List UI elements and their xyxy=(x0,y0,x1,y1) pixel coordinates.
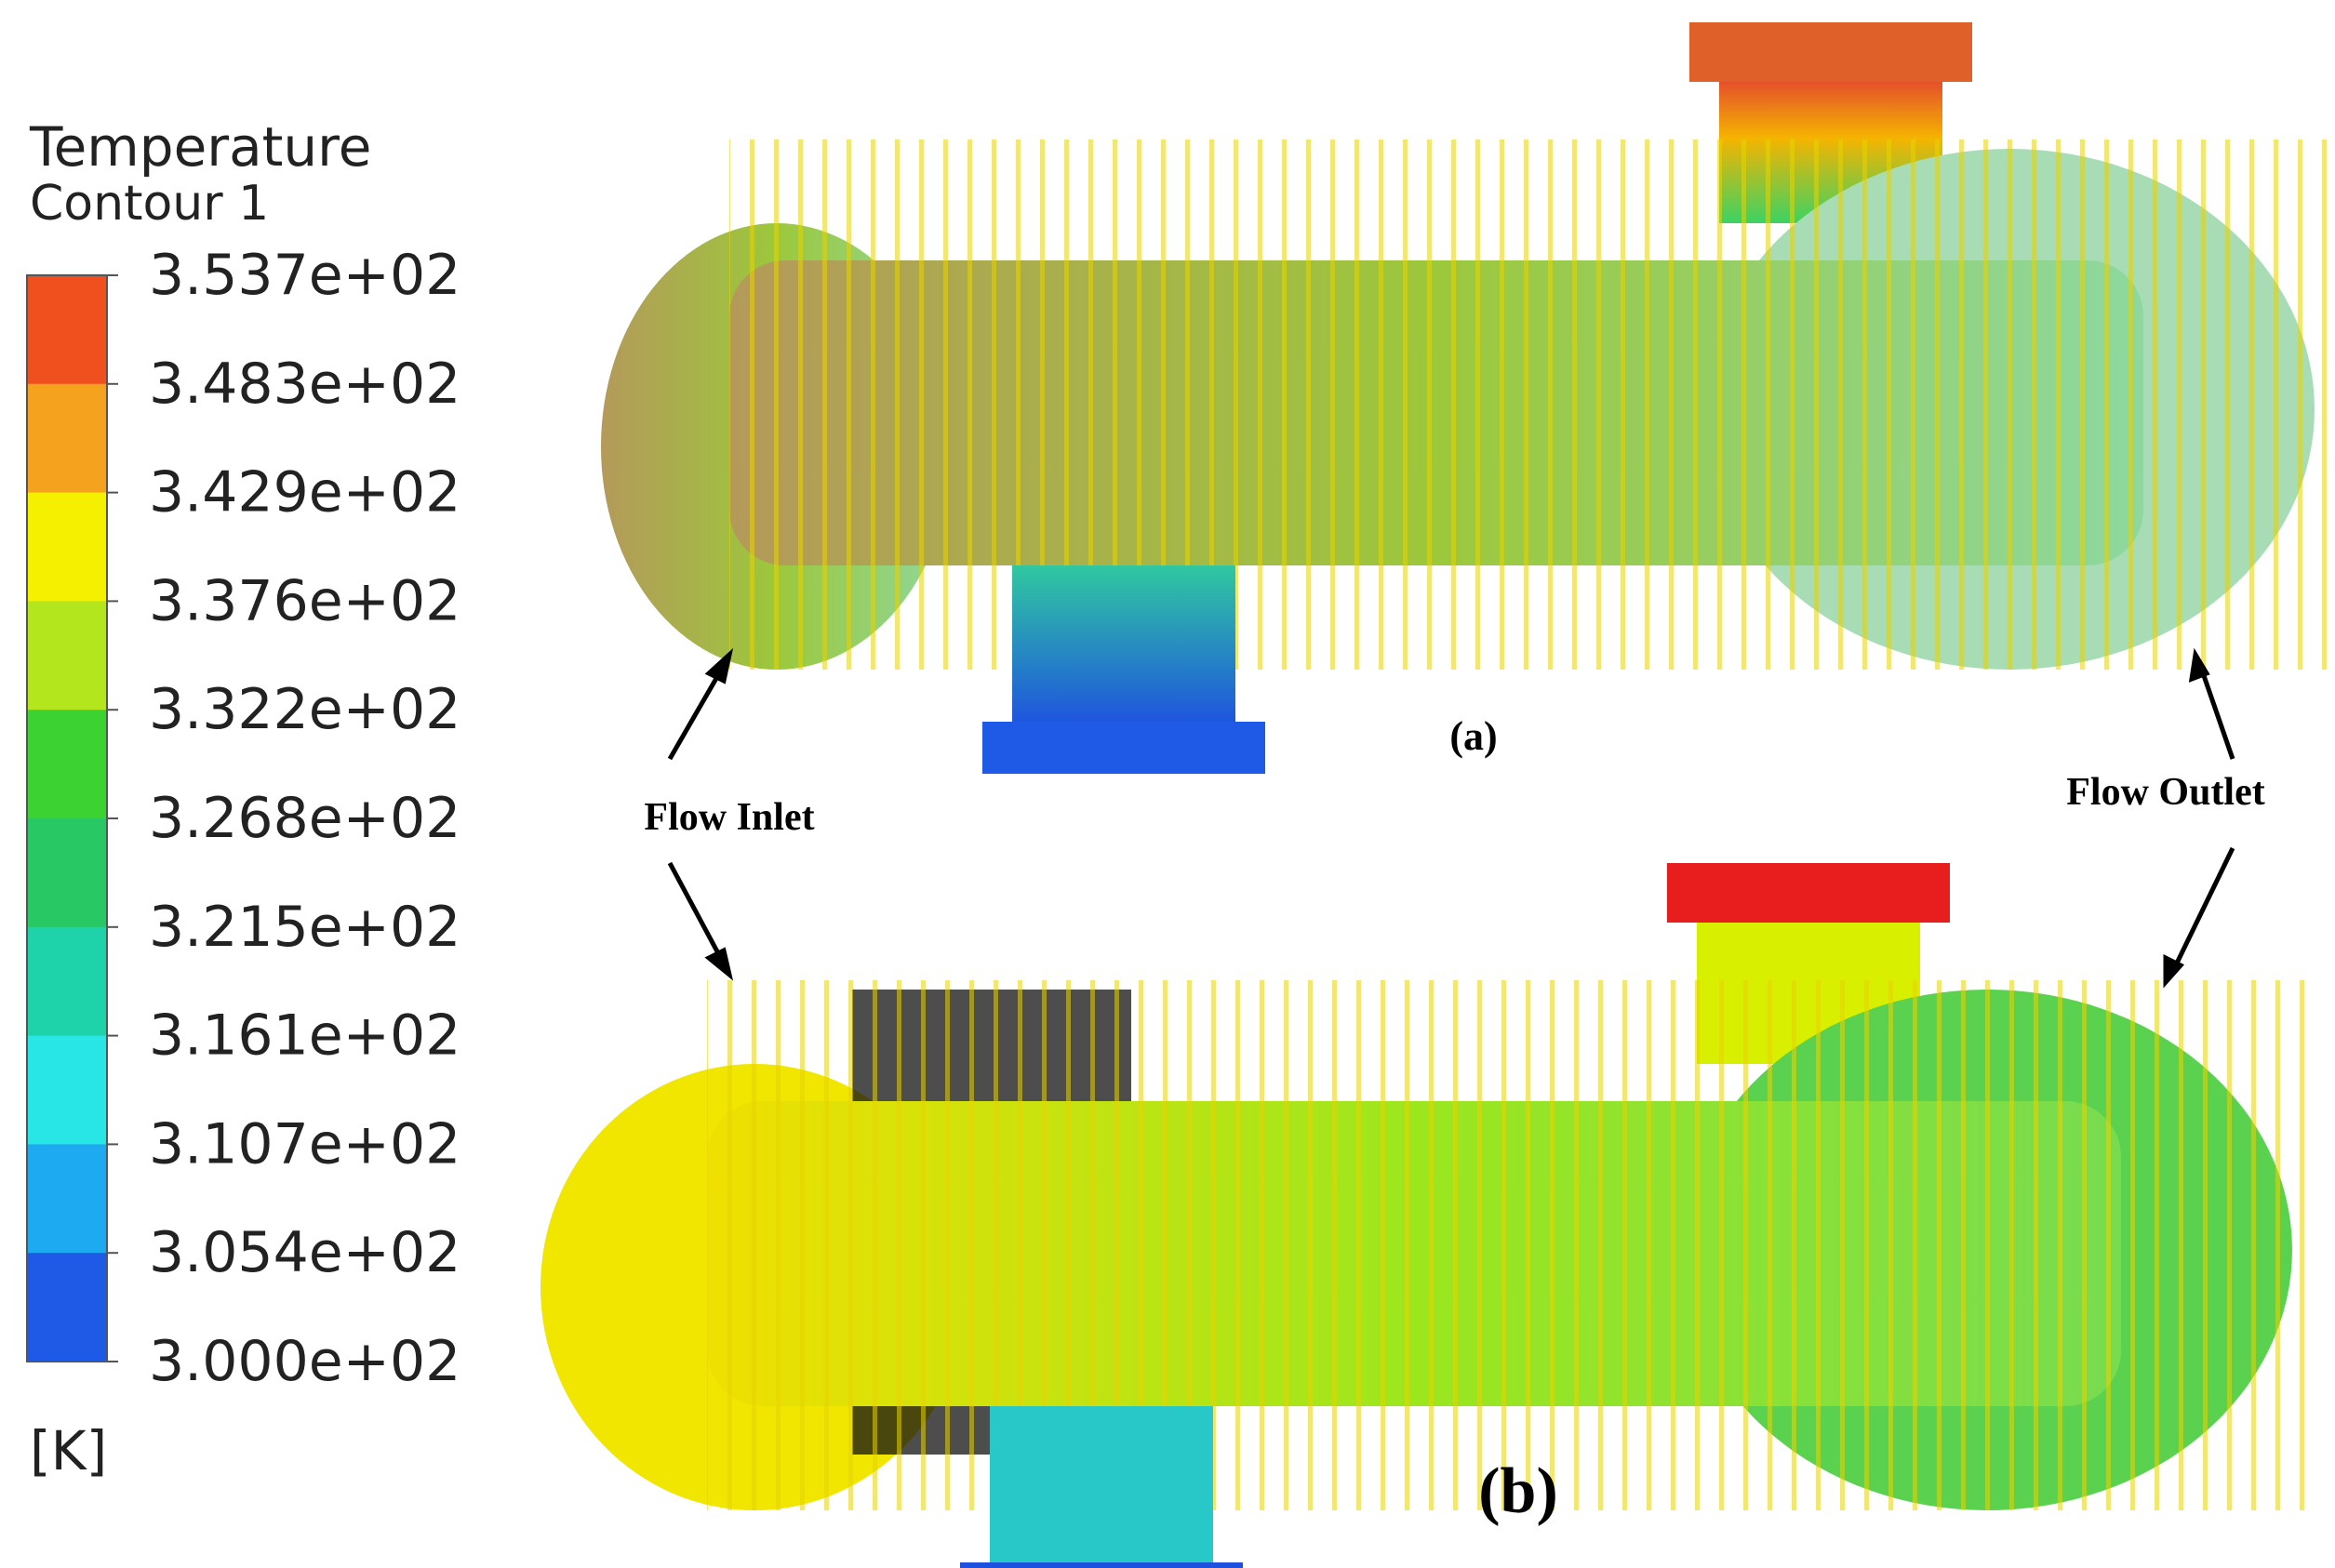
tick-label: 3.268e+02 xyxy=(149,786,460,851)
tick-label: 3.054e+02 xyxy=(149,1220,460,1285)
streamlines xyxy=(729,140,2329,670)
arrowhead xyxy=(704,647,734,684)
annotations xyxy=(667,647,2235,989)
nozzle-flange xyxy=(1667,863,1950,923)
color-band xyxy=(27,492,107,602)
color-band xyxy=(27,601,107,711)
color-band xyxy=(27,383,107,494)
color-band xyxy=(27,275,107,385)
tick-label: 3.161e+02 xyxy=(149,1003,460,1069)
tick-label: 3.483e+02 xyxy=(149,352,460,417)
tick-label: 3.000e+02 xyxy=(149,1329,460,1394)
panel-label: (b) xyxy=(1478,1455,1558,1527)
tick-label: 3.429e+02 xyxy=(149,460,460,525)
legend-unit: [K] xyxy=(30,1419,107,1482)
nozzle xyxy=(1012,565,1235,729)
panel-label: (a) xyxy=(1449,713,1497,759)
legend-title: Temperature xyxy=(29,115,371,179)
nozzle xyxy=(990,1406,1213,1568)
color-band xyxy=(27,1144,107,1254)
color-band xyxy=(27,1035,107,1145)
color-band xyxy=(27,818,107,928)
panel-a: (a) xyxy=(601,22,2329,774)
color-band xyxy=(27,710,107,819)
tick-label: 3.215e+02 xyxy=(149,895,460,960)
nozzle-flange xyxy=(1689,22,1972,82)
color-band xyxy=(27,926,107,1037)
arrowhead xyxy=(704,947,734,981)
panel-b xyxy=(540,863,2307,1568)
tick-label: 3.107e+02 xyxy=(149,1111,460,1176)
legend-subtitle: Contour 1 xyxy=(30,176,269,232)
legend: Temperature Contour 1 [K] 3.537e+02 3.483… xyxy=(26,115,460,1482)
nozzle-flange xyxy=(960,1562,1243,1568)
nozzle-flange xyxy=(982,722,1265,774)
color-band xyxy=(27,1253,107,1362)
arrow xyxy=(667,861,728,969)
tick-label: 3.322e+02 xyxy=(149,677,460,742)
arrowhead xyxy=(2163,953,2185,989)
arrow xyxy=(2168,846,2235,977)
arrow xyxy=(2196,661,2235,760)
streamlines xyxy=(707,980,2307,1510)
inlet-label: Flow Inlet xyxy=(644,796,814,839)
tick-label: 3.376e+02 xyxy=(149,568,460,633)
tick-label: 3.537e+02 xyxy=(149,243,460,308)
outlet-label: Flow Outlet xyxy=(2066,771,2264,814)
arrowhead xyxy=(2188,647,2210,683)
